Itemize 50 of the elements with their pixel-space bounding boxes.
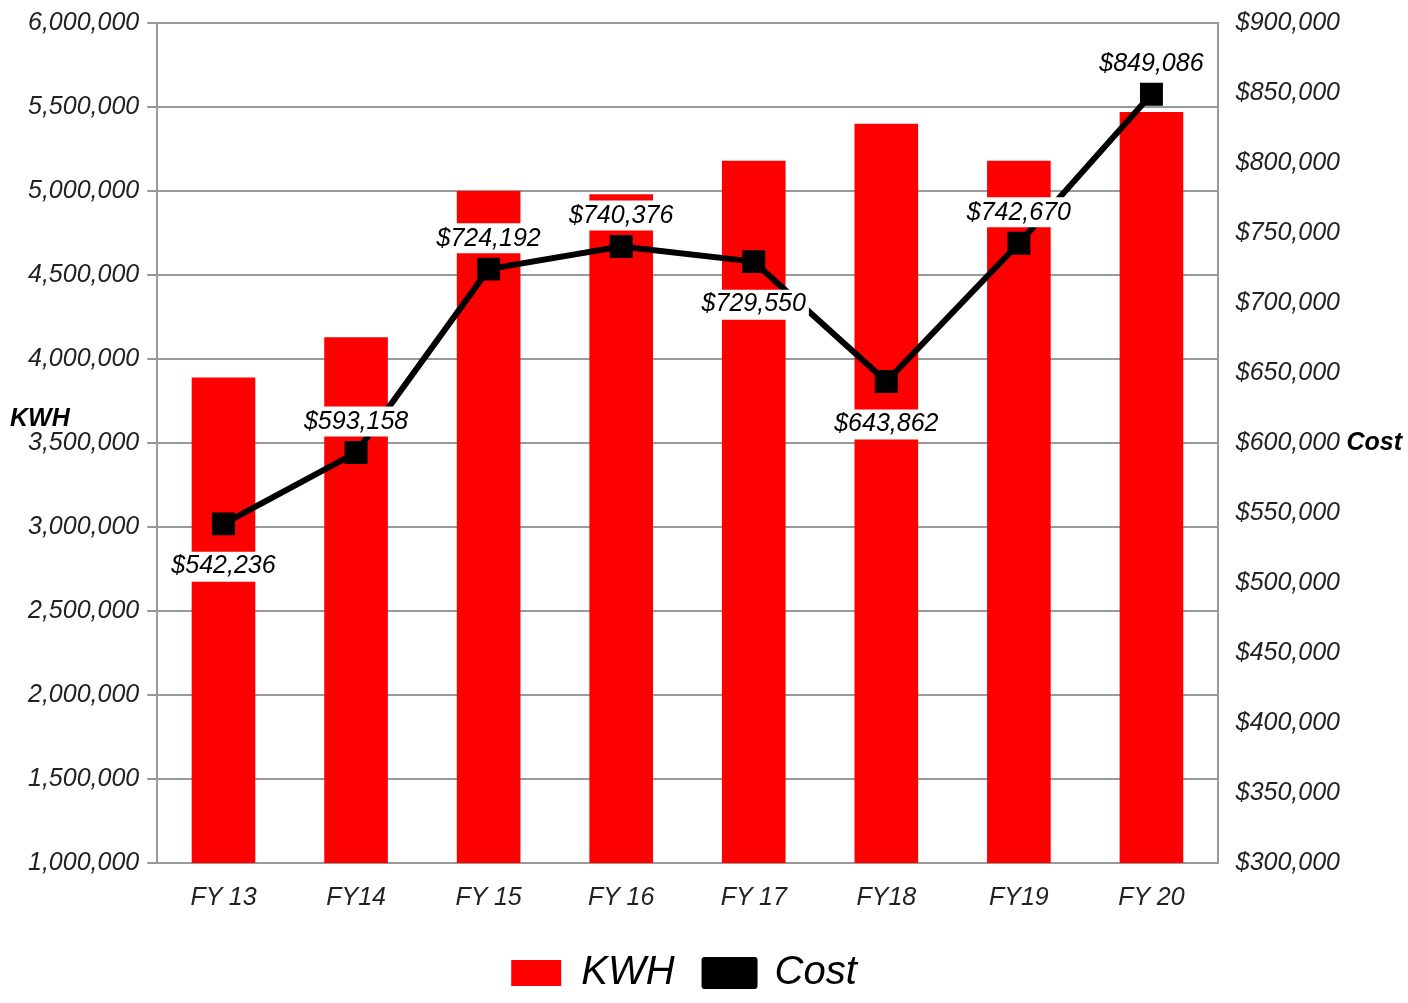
y-tick-label: 5,000,000 (28, 174, 140, 203)
data-label: $724,192 (435, 222, 541, 251)
point (874, 370, 898, 394)
data-label: $542,236 (170, 550, 276, 579)
point (609, 234, 633, 258)
data-label: $593,158 (302, 406, 409, 435)
y2-tick-label: $650,000 (1234, 356, 1341, 385)
data-label: $849,086 (1098, 47, 1204, 76)
y2-tick-label: $400,000 (1234, 706, 1341, 735)
y2-tick-label: $900,000 (1234, 6, 1341, 35)
point (477, 257, 501, 281)
y2-tick-label: $800,000 (1234, 146, 1341, 175)
x-tick-label: FY 16 (588, 881, 655, 910)
y-tick-label: 1,000,000 (28, 846, 140, 875)
legend-label: KWH (581, 948, 675, 993)
x-tick-label: FY14 (326, 881, 386, 910)
y-tick-label: 1,500,000 (28, 762, 140, 791)
y-tick-label: 4,500,000 (28, 258, 140, 287)
y-tick-label: 2,500,000 (27, 594, 140, 623)
y2-tick-label: $450,000 (1234, 636, 1341, 665)
legend-label: Cost (774, 948, 859, 993)
x-tick-label: FY 13 (190, 881, 257, 910)
point (742, 250, 766, 274)
x-tick-label: FY 17 (720, 881, 788, 910)
y2-tick-label: $300,000 (1234, 846, 1341, 875)
y2-tick-label: $550,000 (1234, 496, 1341, 525)
point (344, 441, 368, 465)
x-tick-label: FY18 (856, 881, 917, 910)
data-label: $729,550 (700, 288, 806, 317)
y2-tick-label: $600,000 (1234, 426, 1341, 455)
data-label: $740,376 (568, 199, 674, 228)
y2-tick-label: $500,000 (1234, 566, 1341, 595)
point (1007, 231, 1031, 255)
point (212, 512, 235, 536)
y-tick-label: 3,000,000 (28, 510, 140, 539)
y2-tick-label: $750,000 (1234, 216, 1341, 245)
y-tick-label: 6,000,000 (28, 6, 140, 35)
x-tick-label: FY 20 (1118, 881, 1185, 910)
y2-tick-label: $350,000 (1234, 776, 1341, 805)
y2-axis-title: Cost (1346, 426, 1404, 455)
y-tick-label: 5,500,000 (28, 90, 140, 119)
y-tick-label: 4,000,000 (28, 342, 140, 371)
point (1139, 82, 1163, 106)
y-tick-label: 2,000,000 (27, 678, 140, 707)
x-tick-label: FY19 (989, 881, 1049, 910)
y2-tick-label: $850,000 (1234, 76, 1341, 105)
data-label: $742,670 (965, 196, 1072, 225)
y2-tick-label: $700,000 (1234, 286, 1341, 315)
x-tick-label: FY 15 (455, 881, 522, 910)
data-label: $643,862 (833, 408, 939, 437)
